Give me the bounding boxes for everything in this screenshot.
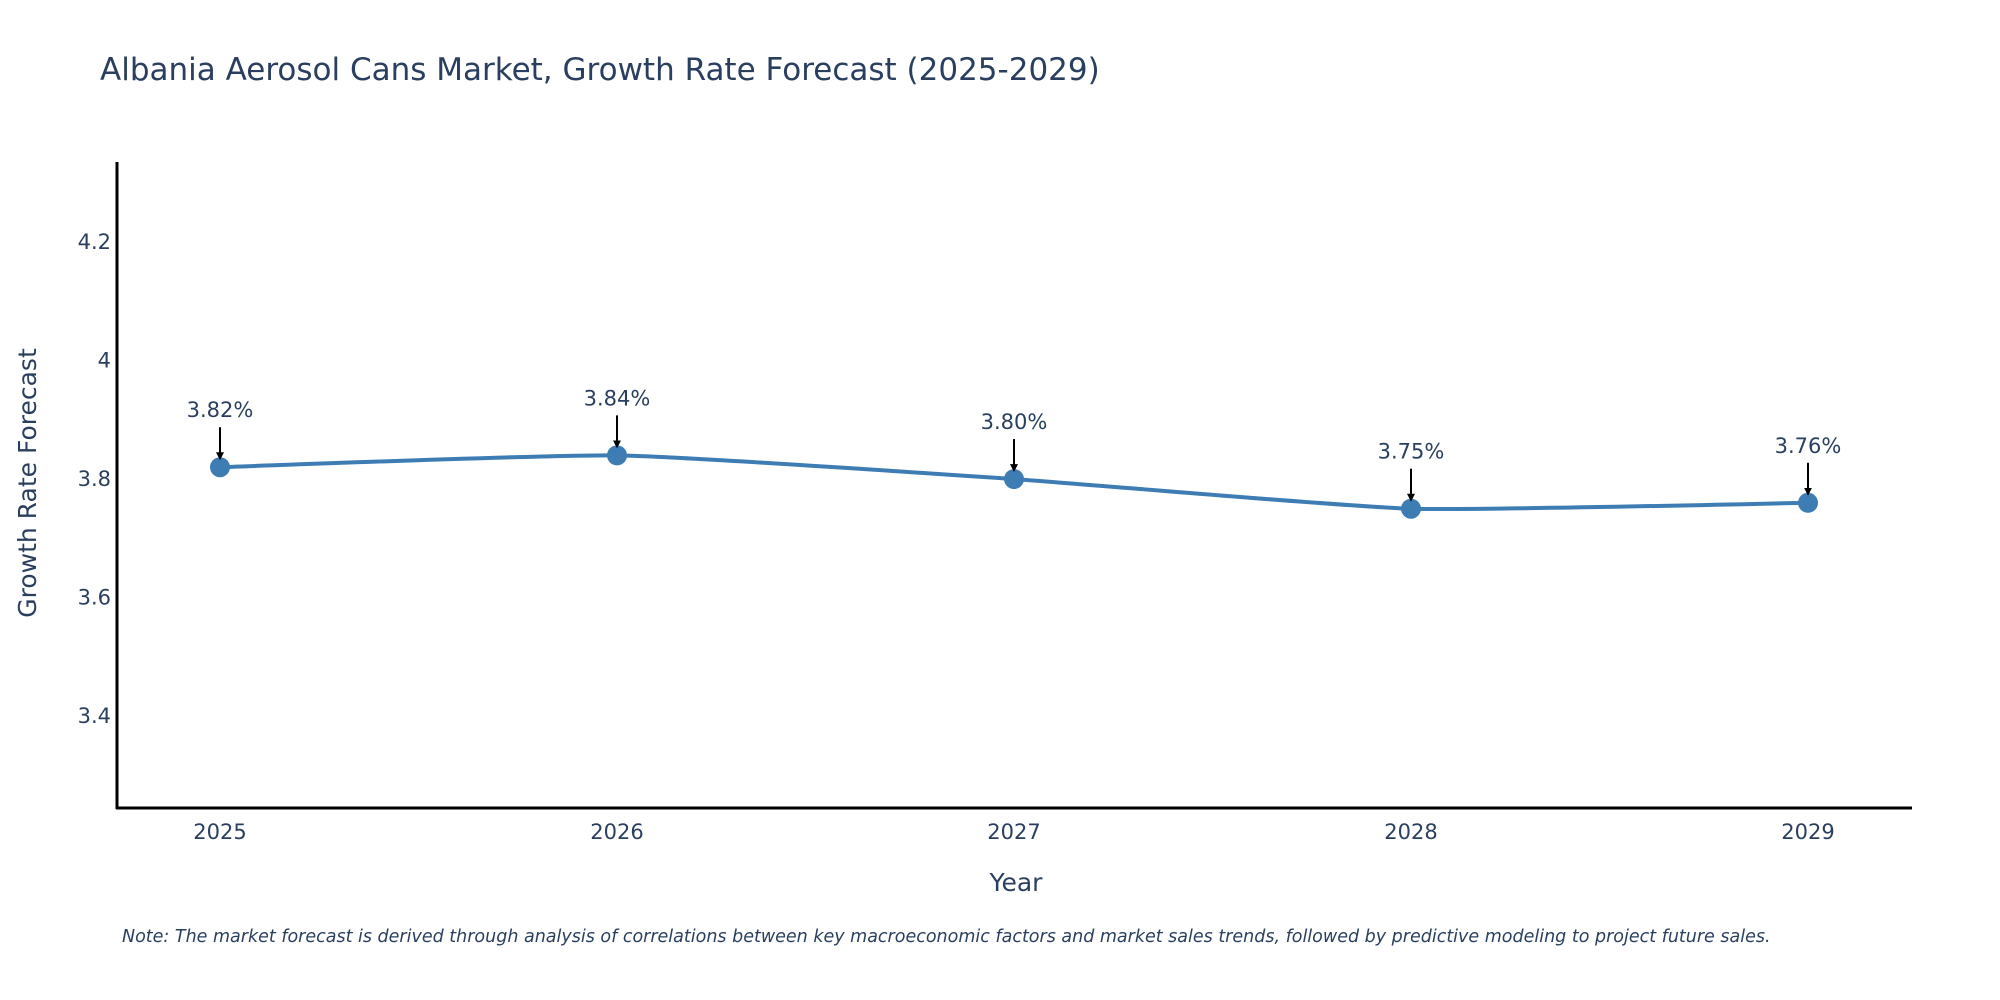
data-label: 3.80%	[981, 410, 1048, 434]
data-point	[1798, 492, 1818, 513]
y-tick-label: 3.4	[78, 704, 111, 728]
x-tick-label: 2027	[987, 820, 1040, 844]
data-label: 3.76%	[1775, 434, 1842, 458]
y-tick-label: 3.6	[78, 586, 111, 610]
y-axis-ticks: 3.4 3.6 3.8 4 4.2	[78, 230, 111, 728]
x-tick-label: 2028	[1384, 820, 1437, 844]
y-tick-label: 4	[98, 349, 111, 373]
footnote: Note: The market forecast is derived thr…	[122, 927, 1771, 947]
data-point	[210, 457, 230, 478]
data-point	[1401, 498, 1421, 519]
x-tick-label: 2025	[193, 820, 246, 844]
x-axis-ticks: 2025 2026 2027 2028 2029	[193, 820, 1834, 844]
chart-title: Albania Aerosol Cans Market, Growth Rate…	[100, 52, 1100, 88]
data-annotations: 3.82% 3.84% 3.80% 3.75% 3.76%	[187, 386, 1842, 502]
y-tick-label: 4.2	[78, 230, 111, 254]
data-label: 3.82%	[187, 398, 254, 422]
data-label: 3.75%	[1378, 440, 1445, 464]
y-axis-title: Growth Rate Forecast	[13, 348, 42, 618]
data-point	[1004, 469, 1024, 490]
data-point	[607, 445, 627, 466]
data-label: 3.84%	[584, 386, 651, 410]
x-tick-label: 2026	[590, 820, 643, 844]
y-tick-label: 3.8	[78, 467, 111, 491]
data-points	[210, 445, 1818, 519]
x-tick-label: 2029	[1781, 820, 1834, 844]
x-axis-title: Year	[989, 868, 1044, 897]
